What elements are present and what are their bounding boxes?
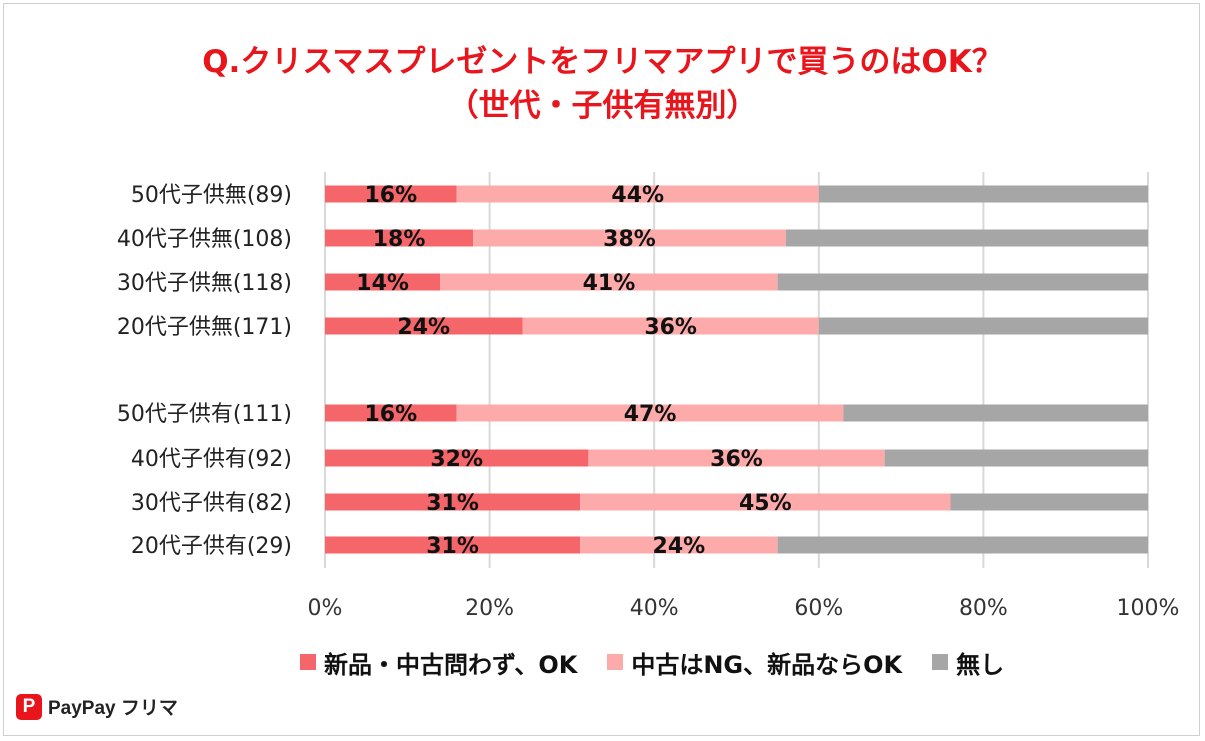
- data-label: 16%: [365, 402, 418, 427]
- legend: 新品・中古問わず、OK 中古はNG、新品ならOK 無し: [300, 644, 1004, 680]
- logo-text: PayPay フリマ: [48, 693, 178, 720]
- legend-label: 無し: [956, 645, 1004, 680]
- bar-segment: [778, 537, 1148, 554]
- bar-segment: [819, 186, 1148, 203]
- category-label: 20代子供有(29): [131, 534, 292, 559]
- legend-label: 新品・中古問わず、OK: [324, 645, 577, 680]
- paypay-logo-icon: P: [16, 694, 42, 720]
- x-tick-label: 60%: [794, 596, 843, 621]
- legend-label: 中古はNG、新品ならOK: [631, 645, 902, 680]
- category-label: 40代子供有(92): [131, 447, 292, 472]
- data-label: 41%: [583, 271, 636, 296]
- bar-segment: [786, 230, 1148, 247]
- x-tick-label: 80%: [959, 596, 1008, 621]
- data-label: 36%: [644, 315, 697, 340]
- data-label: 45%: [739, 491, 792, 516]
- data-label: 24%: [397, 315, 450, 340]
- category-label: 30代子供無(118): [117, 271, 292, 296]
- stacked-bar-chart: 0% 20% 40% 60% 80% 100% 50代子供無(89) 40代子供無(108) 3…: [0, 0, 1205, 741]
- category-label: 20代子供無(171): [117, 315, 292, 340]
- legend-swatch: [932, 654, 948, 670]
- bar-segment: [819, 318, 1148, 335]
- data-label: 31%: [426, 491, 479, 516]
- data-label: 32%: [430, 447, 483, 472]
- data-label: 44%: [611, 183, 664, 208]
- category-label: 40代子供無(108): [117, 227, 292, 252]
- x-tick-label: 0%: [308, 596, 343, 621]
- legend-item-new-only: 中古はNG、新品ならOK: [607, 645, 902, 680]
- category-label: 50代子供無(89): [131, 183, 292, 208]
- x-tick-label: 100%: [1117, 596, 1180, 621]
- legend-swatch: [300, 654, 316, 670]
- bar-segment: [885, 450, 1148, 467]
- legend-item-any-ok: 新品・中古問わず、OK: [300, 645, 577, 680]
- category-label: 30代子供有(82): [131, 491, 292, 516]
- data-label: 18%: [373, 227, 426, 252]
- category-label: 50代子供有(111): [117, 402, 292, 427]
- legend-item-none: 無し: [932, 645, 1004, 680]
- data-label: 31%: [426, 534, 479, 559]
- paypay-fleamarket-logo: P PayPay フリマ: [16, 693, 178, 720]
- legend-swatch: [607, 654, 623, 670]
- data-label: 16%: [365, 183, 418, 208]
- data-label: 36%: [710, 447, 763, 472]
- data-label: 24%: [653, 534, 706, 559]
- data-label: 38%: [603, 227, 656, 252]
- bar-segment: [950, 494, 1148, 511]
- x-tick-label: 20%: [465, 596, 514, 621]
- bar-segment: [843, 405, 1148, 422]
- data-label: 47%: [624, 402, 677, 427]
- data-label: 14%: [356, 271, 409, 296]
- x-tick-label: 40%: [630, 596, 679, 621]
- bar-segment: [778, 274, 1148, 291]
